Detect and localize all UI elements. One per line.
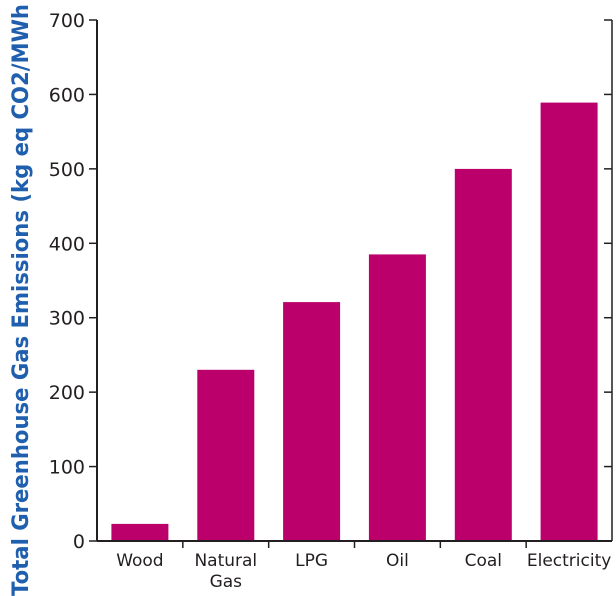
x-tick-label-1: Natural Gas [194, 551, 257, 592]
bar-2 [283, 302, 341, 541]
y-tick-label-5: 500 [49, 159, 85, 181]
bar-4 [454, 168, 512, 541]
axes-group [96, 20, 613, 548]
x-tick-label-5: Electricity [527, 551, 611, 571]
x-tick-label-0: Wood [116, 551, 163, 571]
x-tick-label-3: Oil [386, 551, 409, 571]
y-tick-label-4: 400 [49, 233, 85, 255]
bar-3 [368, 254, 426, 541]
x-labels-group: Wood Natural Gas LPG Oil Coal Electricity [116, 551, 611, 592]
bars-group [111, 102, 598, 541]
bar-1 [197, 369, 255, 541]
y-tick-label-1: 100 [49, 457, 85, 479]
x-tick-label-4: Coal [465, 551, 502, 571]
y-tick-label-3: 300 [49, 308, 85, 330]
y-axis-title: Total Greenhouse Gas Emissions (kg eq CO… [9, 4, 34, 596]
bar-0 [111, 523, 169, 541]
y-tick-label-6: 600 [49, 84, 85, 106]
y-tick-label-0: 0 [73, 531, 85, 553]
y-ticks-group: 0 100 200 300 400 500 600 700 [49, 10, 612, 553]
x-tick-label-2: LPG [295, 551, 328, 571]
bar-5 [540, 102, 598, 541]
y-tick-label-7: 700 [49, 10, 85, 32]
y-tick-label-2: 200 [49, 382, 85, 404]
